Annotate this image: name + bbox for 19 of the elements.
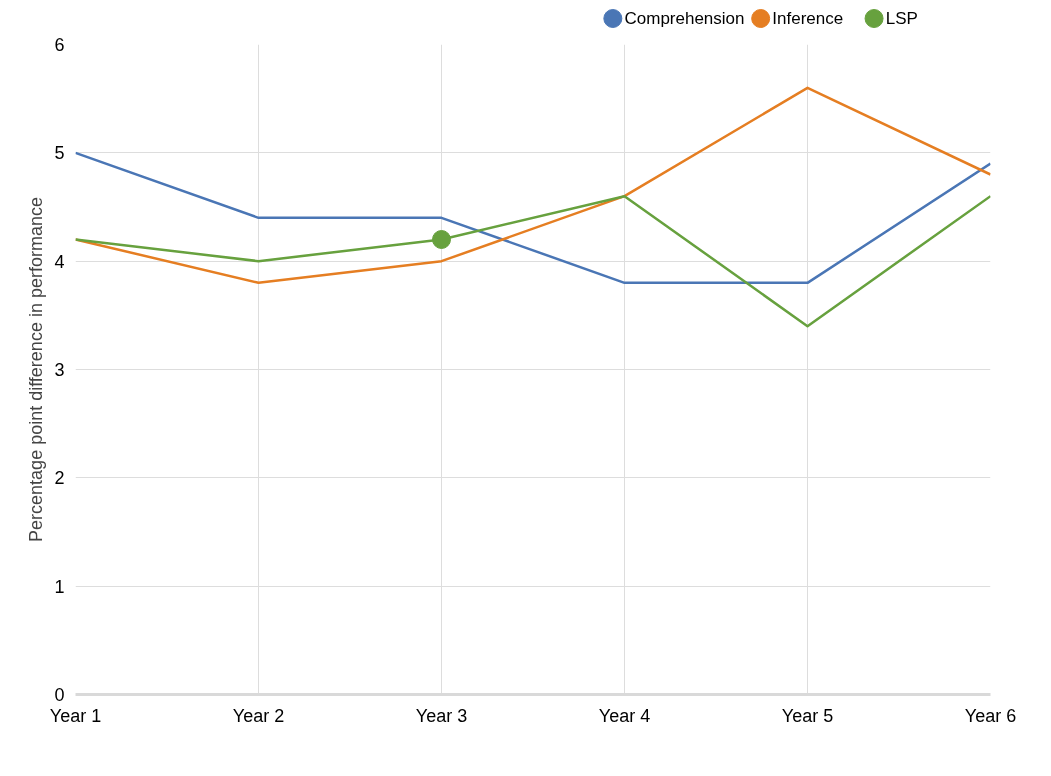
- y-tick-label: 1: [54, 576, 65, 597]
- y-tick-label: 0: [54, 685, 65, 705]
- x-tick-label: Year 1: [49, 705, 102, 726]
- x-tick-label: Year 6: [964, 705, 1017, 726]
- y-tick-label: 2: [54, 468, 65, 489]
- y-tick-label: 3: [54, 360, 65, 380]
- legend-label: LSP: [885, 9, 918, 28]
- y-tick-label: 5: [54, 143, 65, 164]
- y-tick-label: 4: [54, 251, 65, 272]
- legend-label: Comprehension: [624, 9, 745, 28]
- y-axis-title: Percentage point difference in performance: [26, 197, 47, 542]
- y-tick-label: 6: [54, 35, 65, 55]
- x-tick-label: Year 3: [415, 705, 468, 726]
- x-tick-label: Year 5: [781, 705, 834, 726]
- line-series: [75, 194, 991, 328]
- legend-label: Inference: [772, 9, 844, 28]
- x-tick-label: Year 2: [232, 705, 285, 726]
- x-tick-label: Year 4: [598, 705, 651, 726]
- line-series: [75, 151, 991, 285]
